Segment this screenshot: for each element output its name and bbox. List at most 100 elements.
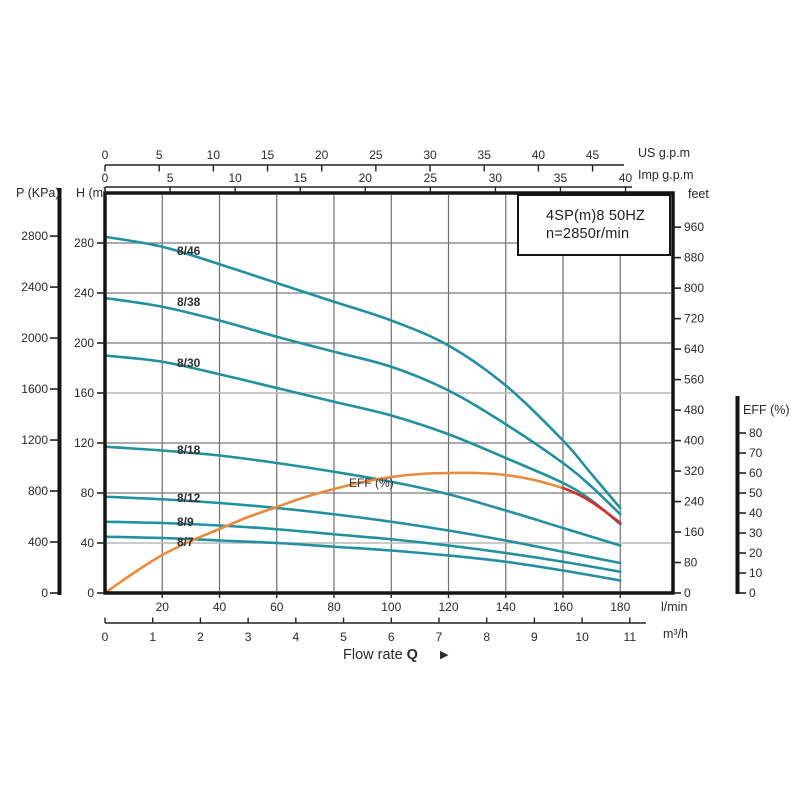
imp-gpm-tick-label: 5 [167,171,174,185]
pump-model-text: 4SP(m)8 50HZ [546,208,646,224]
us-gpm-tick-label: 25 [369,148,383,162]
head-curve-8-18 [103,445,622,547]
m3h-tick-label: 8 [483,630,490,644]
curve-label-8-12: 8/12 [177,491,201,505]
eff-tick-label: 40 [749,506,763,520]
eff-tick-label: 10 [749,566,763,580]
us-gpm-tick-label: 45 [586,148,600,162]
m3h-tick-label: 9 [531,630,538,644]
head-curve-8-46 [103,235,622,510]
us-gpm-tick-label: 40 [532,148,546,162]
lmin-axis-label: l/min [661,600,688,614]
pressure-tick-label: 400 [28,535,48,549]
m3h-tick-label: 5 [340,630,347,644]
pressure-tick-label: 0 [41,586,48,600]
pump-model-box: 4SP(m)8 50HZ n=2850r/min [517,194,671,256]
m3h-tick-label: 11 [624,630,637,644]
lmin-tick-label: 20 [156,600,170,614]
feet-axis-label: feet [688,187,709,201]
pressure-tick-label: 2800 [21,229,48,243]
lmin-tick-label: 100 [381,600,401,614]
eff-tick-label: 70 [749,446,763,460]
flow-rate-caption: Flow rate Q ▶ [343,647,448,663]
pressure-tick-label: 1200 [21,433,48,447]
curve-label-8-9: 8/9 [177,515,194,529]
us-gpm-tick-label: 35 [478,148,492,162]
flow-rate-q: Q [406,647,418,663]
imp-gpm-tick-label: 25 [424,171,438,185]
us-gpm-tick-label: 0 [102,148,109,162]
m3h-tick-label: 0 [102,630,109,644]
eff-tick-label: 80 [749,426,763,440]
curve-label-8-38: 8/38 [177,295,201,309]
eff-tick-label: 30 [749,526,763,540]
us-gpm-tick-label: 30 [423,148,437,162]
efficiency-curve-overload-segment [561,486,622,525]
eff-axis-label: EFF (%) [743,403,790,417]
curve-label-8-46: 8/46 [177,244,201,258]
head-tick-label: 80 [81,486,95,500]
lmin-tick-label: 80 [327,600,341,614]
head-curve-8-7 [103,535,622,582]
m3h-tick-label: 2 [197,630,204,644]
imp-gpm-tick-label: 30 [489,171,503,185]
m3h-tick-label: 6 [388,630,395,644]
feet-tick-label: 720 [684,312,704,326]
lmin-tick-label: 180 [610,600,630,614]
imp-gpm-tick-label: 10 [228,171,242,185]
feet-tick-label: 240 [684,495,704,509]
lmin-tick-label: 160 [553,600,573,614]
head-tick-label: 240 [74,286,94,300]
head-axis-label: H (m) [76,186,108,200]
head-curve-8-12 [103,495,622,565]
flow-direction-arrow-icon: ▶ [439,649,449,661]
m3h-tick-label: 1 [149,630,156,644]
m3h-tick-label: 10 [575,630,589,644]
imp-gpm-axis-label: Imp g.p.m [638,168,694,182]
efficiency-curve-label: EFF (%) [349,476,394,490]
eff-tick-label: 50 [749,486,763,500]
head-tick-label: 40 [81,536,95,550]
head-tick-label: 160 [74,386,94,400]
head-tick-label: 280 [74,236,94,250]
m3h-tick-label: 7 [436,630,443,644]
feet-tick-label: 640 [684,342,704,356]
feet-tick-label: 80 [684,556,698,570]
m3h-axis-label: m³/h [663,627,688,641]
feet-tick-label: 480 [684,403,704,417]
pressure-tick-label: 2000 [21,331,48,345]
lmin-tick-label: 140 [496,600,516,614]
m3h-tick-label: 3 [245,630,252,644]
feet-tick-label: 0 [684,586,691,600]
us-gpm-tick-label: 5 [156,148,163,162]
efficiency-curve [103,471,565,595]
lmin-tick-label: 60 [270,600,284,614]
imp-gpm-tick-label: 35 [554,171,568,185]
pressure-tick-label: 1600 [21,382,48,396]
feet-tick-label: 160 [684,525,704,539]
us-gpm-tick-label: 15 [261,148,275,162]
head-curve-8-38 [103,296,622,516]
imp-gpm-tick-label: 20 [359,171,373,185]
eff-tick-label: 0 [749,586,756,600]
imp-gpm-tick-label: 40 [619,171,633,185]
eff-tick-label: 20 [749,546,763,560]
head-tick-label: 120 [74,436,94,450]
imp-gpm-tick-label: 15 [294,171,308,185]
feet-tick-label: 960 [684,220,704,234]
eff-tick-label: 60 [749,466,763,480]
lmin-tick-label: 40 [213,600,227,614]
head-curve-8-9 [103,520,622,574]
feet-tick-label: 800 [684,281,704,295]
feet-tick-label: 560 [684,373,704,387]
feet-tick-label: 320 [684,464,704,478]
feet-tick-label: 400 [684,434,704,448]
curve-label-8-18: 8/18 [177,443,201,457]
pump-speed-text: n=2850r/min [546,226,630,242]
curve-label-8-30: 8/30 [177,356,201,370]
us-gpm-tick-label: 10 [207,148,221,162]
us-gpm-axis-label: US g.p.m [638,146,691,160]
curve-label-8-7: 8/7 [177,535,194,549]
